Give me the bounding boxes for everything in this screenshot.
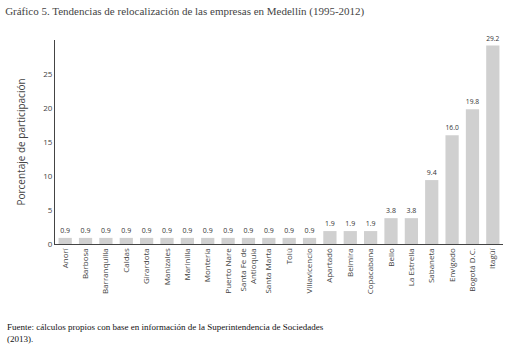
svg-text:9.4: 9.4 [427,168,437,177]
svg-text:0.9: 0.9 [223,226,233,235]
svg-text:19.8: 19.8 [466,97,479,106]
svg-text:Barranquilla: Barranquilla [100,248,111,294]
svg-text:0.9: 0.9 [244,226,254,235]
svg-text:0.9: 0.9 [203,226,213,235]
svg-text:Santa Marta: Santa Marta [262,248,273,293]
svg-text:Sabaneta: Sabaneta [425,248,436,283]
svg-text:0.9: 0.9 [142,226,152,235]
svg-text:Girardota: Girardota [140,248,151,284]
svg-text:1.9: 1.9 [345,219,355,228]
svg-text:1.9: 1.9 [366,219,376,228]
svg-text:0.9: 0.9 [305,226,315,235]
svg-text:Gráfico 5. Tendencias de reloc: Gráfico 5. Tendencias de relocalización … [5,5,364,18]
svg-text:Belmira: Belmira [344,248,355,277]
svg-text:Bogotá D.C.: Bogotá D.C. [466,248,477,292]
svg-text:0.9: 0.9 [162,226,172,235]
svg-text:15: 15 [43,136,53,147]
svg-text:Itagüí: Itagüí [486,247,497,269]
svg-text:20: 20 [43,102,53,113]
svg-text:Porcentaje de participación: Porcentaje de participación [14,78,28,205]
svg-text:0.9: 0.9 [182,226,192,235]
svg-text:16.0: 16.0 [445,123,458,132]
svg-text:25: 25 [43,68,53,79]
svg-text:0.9: 0.9 [101,226,111,235]
svg-text:Manizales: Manizales [161,248,172,285]
svg-text:5: 5 [48,204,53,215]
svg-text:0.9: 0.9 [60,226,70,235]
svg-text:0.9: 0.9 [121,226,131,235]
svg-text:0.9: 0.9 [81,226,91,235]
svg-text:0.9: 0.9 [264,226,274,235]
svg-text:Santa Fe deAntioquia: Santa Fe deAntioquia [237,248,258,292]
svg-text:Puerto Nare: Puerto Nare [222,248,233,294]
svg-text:0: 0 [48,238,53,249]
svg-text:Marinilla: Marinilla [181,248,192,280]
svg-text:1.9: 1.9 [325,219,335,228]
svg-text:Caldas: Caldas [120,248,131,273]
svg-text:Envigado: Envigado [446,248,457,282]
svg-text:Copacabana: Copacabana [364,248,375,294]
svg-text:Fuente: cálculos propios con b: Fuente: cálculos propios con base en inf… [7,322,324,344]
svg-text:Bello: Bello [385,248,396,267]
svg-text:Montería: Montería [201,248,212,282]
svg-text:29.2: 29.2 [486,34,499,43]
svg-text:Tolú: Tolú [283,248,294,264]
svg-text:Villavicencio: Villavicencio [303,248,314,293]
svg-text:10: 10 [43,170,53,181]
svg-text:3.8: 3.8 [406,206,416,215]
svg-text:La Estrella: La Estrella [405,248,416,286]
svg-text:3.8: 3.8 [386,206,396,215]
svg-text:Apartadó: Apartadó [324,248,335,283]
svg-text:Barbosa: Barbosa [79,248,90,279]
svg-text:0.9: 0.9 [284,226,294,235]
svg-text:Anorí: Anorí [59,247,70,268]
